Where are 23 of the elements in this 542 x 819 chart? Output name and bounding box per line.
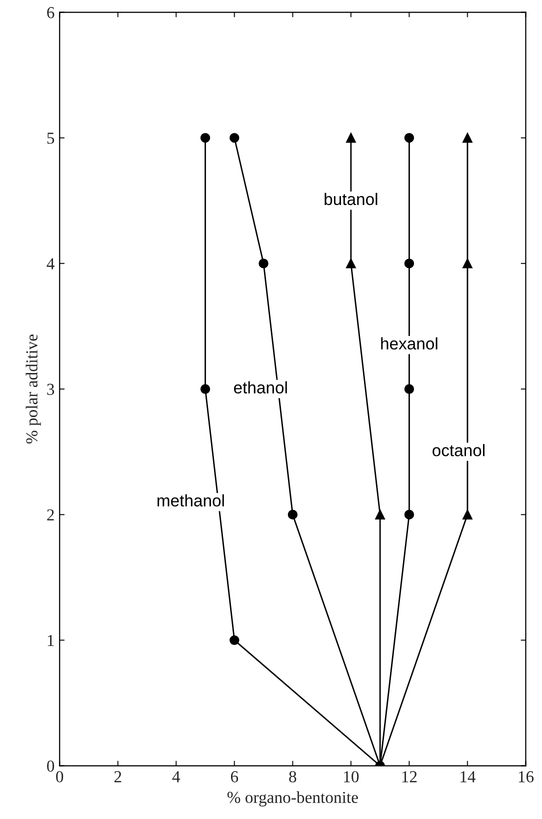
x-tick-label: 6 (230, 771, 238, 782)
x-tick-label: 8 (289, 771, 296, 782)
x-tick-label: 14 (460, 771, 476, 782)
y-tick-label: 2 (47, 509, 54, 520)
x-tick-label: 16 (518, 771, 534, 782)
y-tick-label: 5 (47, 132, 54, 144)
x-tick-label: 12 (402, 771, 417, 782)
y-tick-label: 1 (48, 634, 54, 646)
x-tick-label: 4 (172, 771, 180, 782)
series-label: octanol (432, 444, 484, 456)
series-label: hexanol (381, 337, 438, 350)
series-label: butanol (324, 192, 378, 206)
x-tick-label: 10 (344, 771, 359, 782)
series-label: ethanol (234, 381, 287, 394)
y-axis-title: % polar additive (26, 334, 41, 444)
series-label: methanol (158, 494, 224, 507)
x-axis-title: % organo-bentonite (227, 791, 358, 806)
y-tick-label: 0 (47, 760, 54, 772)
y-tick-label: 6 (47, 7, 54, 18)
y-tick-label: 3 (47, 384, 54, 395)
x-tick-label: 2 (114, 771, 122, 782)
x-tick-label: 0 (56, 771, 64, 782)
y-tick-label: 4 (46, 258, 54, 270)
